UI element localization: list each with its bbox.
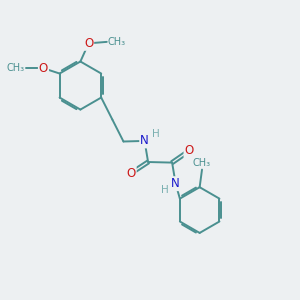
- Text: H: H: [160, 184, 168, 195]
- Text: CH₃: CH₃: [193, 158, 211, 168]
- Text: O: O: [127, 167, 136, 180]
- Text: N: N: [171, 177, 180, 190]
- Text: N: N: [140, 134, 149, 147]
- Text: O: O: [184, 144, 194, 158]
- Text: H: H: [152, 129, 160, 139]
- Text: O: O: [39, 62, 48, 75]
- Text: O: O: [84, 37, 93, 50]
- Text: CH₃: CH₃: [6, 63, 24, 73]
- Text: CH₃: CH₃: [108, 37, 126, 47]
